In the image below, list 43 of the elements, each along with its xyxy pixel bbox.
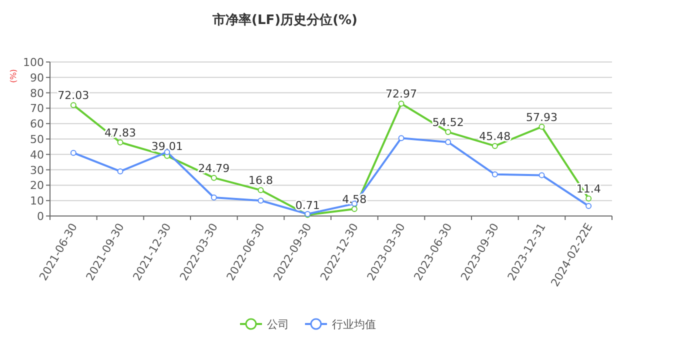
data-label: 72.03 [58,89,90,102]
y-tick-label: 0 [37,210,44,223]
data-label: 0.71 [295,198,320,212]
y-tick-label: 100 [23,56,44,69]
point [351,206,358,212]
data-label: 39.01 [151,140,183,153]
point [398,100,404,107]
point [538,124,545,130]
chart-title: 市净率(LF)历史分位(%) [212,12,358,28]
y-tick-label: 10 [30,194,44,208]
data-label: 45.48 [479,130,511,143]
point [492,142,498,149]
legend-label: 公司 [267,318,289,331]
point [70,102,76,108]
legend-label: 行业均值 [332,318,376,331]
data-label: 72.97 [386,88,417,101]
data-label: 54.52 [432,116,464,130]
point [210,174,217,181]
y-tick-label: 20 [30,179,44,192]
data-label: 16.8 [248,174,273,188]
y-tick-label: 60 [30,118,44,131]
point [586,195,592,202]
point [538,172,545,178]
point [117,139,124,146]
y-tick-label: 70 [30,102,44,116]
data-label: 57.93 [526,110,558,124]
point [492,171,498,178]
y-tick-label: 30 [30,164,44,177]
point [117,168,124,174]
point [398,135,404,142]
point [70,150,76,156]
y-tick-label: 50 [30,133,44,146]
point [445,139,452,146]
y-tick-label: 40 [30,148,44,162]
y-tick-label: 80 [30,86,44,100]
data-label: 24.79 [198,162,230,175]
y-tick-label: 90 [30,71,44,84]
point [258,198,264,204]
point [586,202,592,209]
point [210,194,217,201]
y-axis-title: (%) [9,69,18,83]
point [258,187,264,194]
point [445,129,452,136]
